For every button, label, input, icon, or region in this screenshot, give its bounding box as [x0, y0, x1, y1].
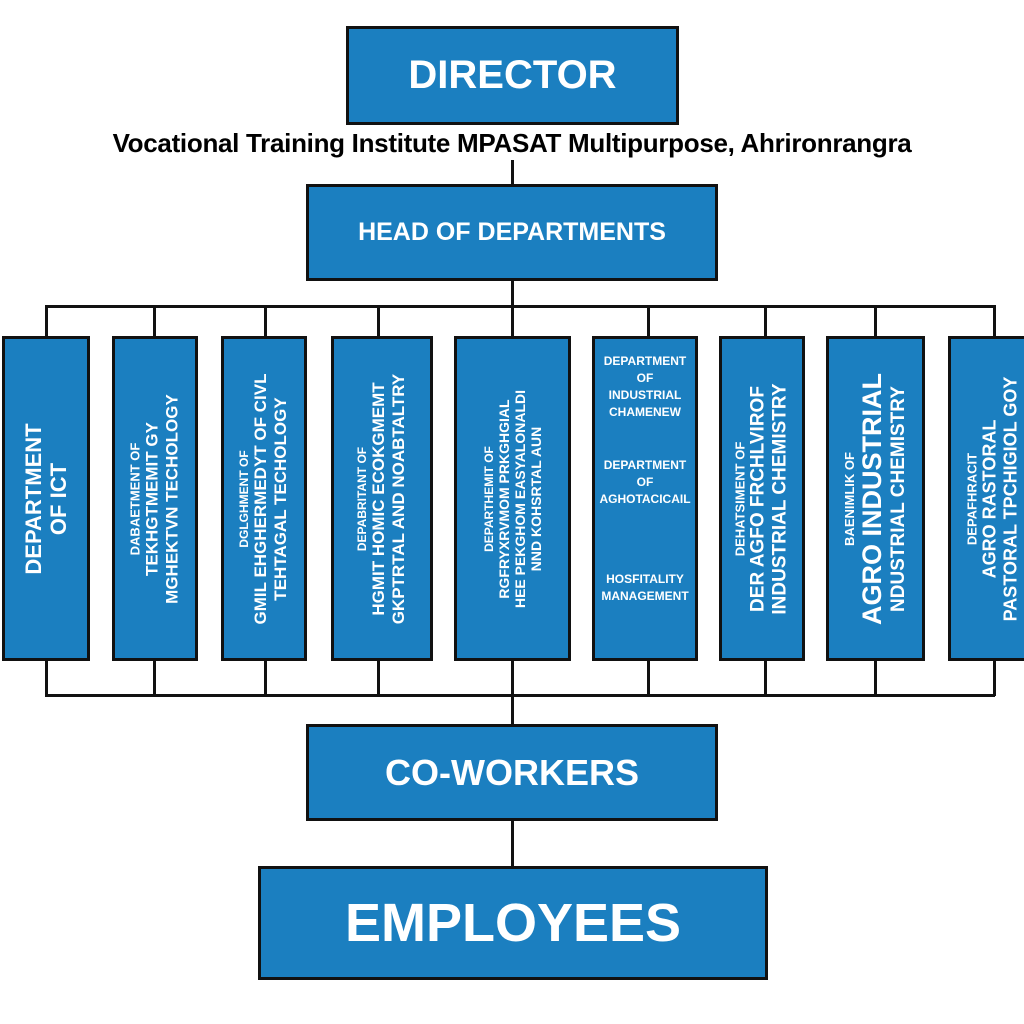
connector-dept-9-bottom [993, 659, 996, 696]
department-box-2: DABAETMENT OF TEKHGTMEMIT GY MGHEKTVN TECH… [112, 336, 198, 661]
department-stack-group: DEPARTMENT OF AGHOTACICAIL [595, 457, 695, 508]
department-label-line: PASTORAL TPCHIGIOL GOY [1000, 376, 1021, 621]
connector-dept-7-bottom [764, 659, 767, 696]
department-label-line: NND KOHSRTAL AUN [527, 426, 544, 571]
department-box-7: DEHATSIMENT OF DER AGFO FRCHLVIROF INDUSTR… [719, 336, 805, 661]
connector-dept-2-bottom [153, 659, 156, 696]
department-label-line: OF ICT [46, 462, 71, 535]
connector-heads-trunk [511, 281, 514, 307]
department-label-line: HEE PEKGHOM EASYALONALDI [511, 389, 528, 608]
head-of-departments-box: HEAD OF DEPARTMENTS [306, 184, 718, 281]
connector-dept-4-bottom [377, 659, 380, 696]
co-workers-label: CO-WORKERS [385, 751, 639, 793]
department-label: DEPABRITANT OF HGMIT HOMIC ECOKGMEMT GKPTR… [355, 344, 409, 654]
department-stack: DEPARTMENT OF INDUSTRIAL CHAMENEW DEPARTMENT… [595, 339, 695, 658]
director-label: DIRECTOR [408, 53, 617, 97]
department-stack-group: HOSFITALITY MANAGEMENT [595, 571, 695, 605]
department-box-8: BAENIMLIK OF AGRO INDUSTRIAL NDUSTRIAL CHE… [826, 336, 925, 661]
department-label-line: DEHATSIMENT OF [732, 441, 748, 556]
department-box-4: DEPABRITANT OF HGMIT HOMIC ECOKGMEMT GKPTR… [331, 336, 433, 661]
department-label: BAENIMLIK OF AGRO INDUSTRIAL NDUSTRIAL CHE… [842, 344, 910, 654]
department-label-line: OF [636, 475, 654, 489]
connector-dept-8-bottom [874, 659, 877, 696]
co-workers-box: CO-WORKERS [306, 724, 718, 821]
employees-label: EMPLOYEES [344, 893, 682, 953]
employees-box: EMPLOYEES [258, 866, 768, 980]
department-box-5: DEPARTHEMIT OF RGFRYXRVMOM PRKGHGIAL HEE P… [454, 336, 571, 661]
connector-dept-2-top [153, 305, 156, 338]
connector-dept-3-bottom [264, 659, 267, 696]
department-label-line: DEPARTMENT [21, 422, 46, 575]
connector-dept-9-top [993, 305, 996, 338]
connector-dept-6-top [647, 305, 650, 338]
connector-dept-7-top [764, 305, 767, 338]
department-label-line: DEPARTMENT [603, 458, 687, 472]
connector-dept-5-top [511, 305, 514, 338]
connector-dept-1-top [45, 305, 48, 338]
department-box-6: DEPARTMENT OF INDUSTRIAL CHAMENEW DEPARTMENT… [592, 336, 698, 661]
department-label-line: TEKHGTMEMIT GY [142, 421, 162, 576]
connector-dept-6-bottom [647, 659, 650, 696]
department-label: DEPAFHRACIT AGRO RASTORAL PASTORAL TPCHIGI… [965, 344, 1022, 654]
department-box-9: DEPAFHRACIT AGRO RASTORAL PASTORAL TPCHIGI… [948, 336, 1024, 661]
department-label-line: DEPARTHEMIT OF [481, 445, 496, 552]
department-label-line: CHAMENEW [609, 405, 681, 419]
department-label: DEPARTMENT OF ICT [21, 344, 71, 654]
connector-bottom-bus [45, 694, 995, 697]
department-label: DGLGHMENT OF GMIL EHGHERMEDYT OF CIVL TEHT… [237, 344, 291, 654]
department-label-line: AGRO INDUSTRIAL [856, 372, 887, 625]
department-label-line: AGHOTACICAIL [599, 492, 691, 506]
department-label-line: GMIL EHGHERMEDYT OF CIVL [251, 373, 270, 624]
institute-name: Vocational Training Institute MPASAT Mul… [112, 128, 912, 158]
department-label-line: HGMIT HOMIC ECOKGMEMT [369, 381, 388, 616]
department-label-line: DEPAFHRACIT [964, 452, 980, 545]
department-label-line: OF [636, 371, 654, 385]
department-stack-group: DEPARTMENT OF INDUSTRIAL CHAMENEW [595, 353, 695, 421]
department-label-line: DER AGFO FRCHLVIROF [747, 385, 769, 612]
department-label-line: MANAGEMENT [601, 589, 689, 603]
department-label: DEPARTHEMIT OF RGFRYXRVMOM PRKGHGIAL HEE P… [482, 344, 544, 654]
department-label-line: AGRO RASTORAL [979, 419, 1000, 578]
connector-dept-5-bottom [511, 659, 514, 696]
department-label-line: DEPARTMENT [603, 354, 687, 368]
department-label-line: DABAETMENT OF [127, 442, 143, 555]
department-label-line: DGLGHMENT OF [237, 449, 251, 548]
department-label-line: GKPTRTAL AND NOABTALTRY [389, 373, 408, 624]
connector-dept-4-top [377, 305, 380, 338]
head-of-departments-label: HEAD OF DEPARTMENTS [358, 218, 666, 246]
department-label-line: TEHTAGAL TECHOLOGY [271, 396, 290, 601]
department-label: DEHATSIMENT OF DER AGFO FRCHLVIROF INDUSTR… [733, 344, 792, 654]
department-label-line: BAENIMLIK OF [841, 451, 857, 546]
connector-bus-coworkers [511, 694, 514, 726]
connector-dept-8-top [874, 305, 877, 338]
connector-director-heads [511, 160, 514, 186]
connector-dept-3-top [264, 305, 267, 338]
department-box-1: DEPARTMENT OF ICT [2, 336, 90, 661]
connector-top-bus [45, 305, 995, 308]
department-label: DABAETMENT OF TEKHGTMEMIT GY MGHEKTVN TECH… [128, 344, 183, 654]
department-label-line: DEPABRITANT OF [355, 446, 369, 551]
department-label-line: RGFRYXRVMOM PRKGHGIAL [495, 398, 512, 599]
department-label-line: NDUSTRIAL CHEMISTRY [887, 385, 909, 612]
director-box: DIRECTOR [346, 26, 679, 125]
department-label-line: INDUSTRIAL [608, 388, 682, 402]
department-label-line: INDUSTRIAL CHEMISTRY [769, 382, 791, 615]
department-label-line: HOSFITALITY [606, 572, 684, 586]
connector-coworkers-employees [511, 821, 514, 868]
connector-dept-1-bottom [45, 659, 48, 696]
department-box-3: DGLGHMENT OF GMIL EHGHERMEDYT OF CIVL TEHT… [221, 336, 307, 661]
department-label-line: MGHEKTVN TECHOLOGY [162, 393, 182, 604]
